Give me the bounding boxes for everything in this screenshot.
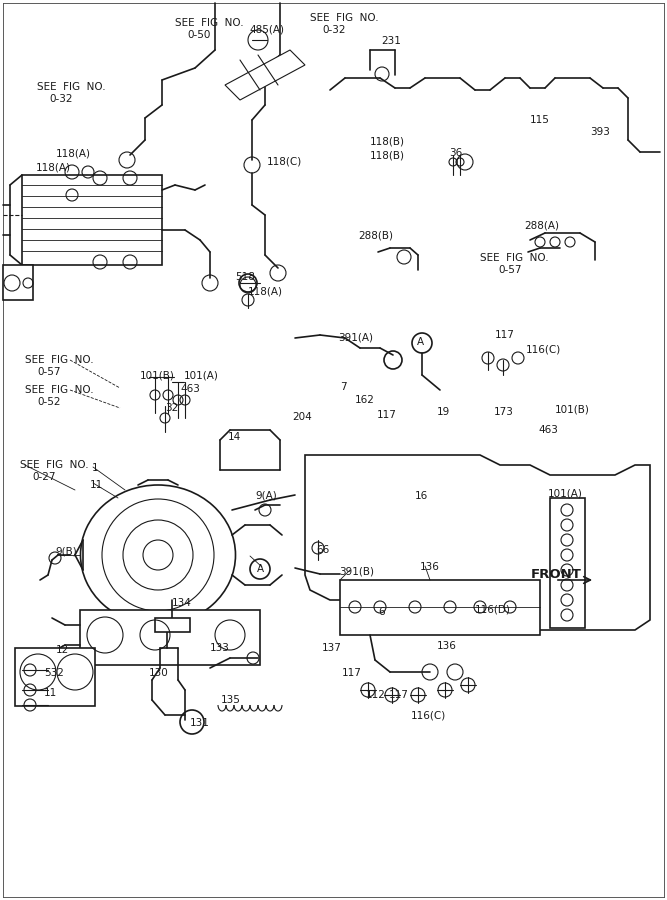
Text: 231: 231 [381, 36, 401, 46]
Text: 14: 14 [228, 432, 241, 442]
Bar [3, 265, 33, 300]
Text: 117: 117 [342, 668, 362, 678]
Text: 116(D): 116(D) [475, 605, 511, 615]
Text: 6: 6 [378, 607, 385, 617]
Text: 0-32: 0-32 [49, 94, 73, 104]
Text: A: A [417, 337, 424, 347]
Text: 134: 134 [172, 598, 192, 608]
Text: 532: 532 [44, 668, 64, 678]
Text: SEE  FIG  NO.: SEE FIG NO. [25, 355, 93, 365]
Text: 19: 19 [437, 407, 450, 417]
Text: SEE  FIG  NO.: SEE FIG NO. [37, 82, 105, 92]
Text: 391(A): 391(A) [338, 332, 373, 342]
Bar [155, 618, 190, 632]
Text: 32: 32 [165, 403, 178, 413]
Text: 118(B): 118(B) [370, 150, 405, 160]
Text: 463: 463 [538, 425, 558, 435]
Text: 0-27: 0-27 [32, 472, 55, 482]
Text: 137: 137 [322, 643, 342, 653]
Text: 112: 112 [366, 690, 386, 700]
Text: 12: 12 [56, 645, 69, 655]
Text: 0-52: 0-52 [37, 397, 61, 407]
Bar [22, 175, 162, 265]
Text: SEE  FIG  NO.: SEE FIG NO. [25, 385, 93, 395]
Text: 101(A): 101(A) [184, 370, 219, 380]
Text: 117: 117 [377, 410, 397, 420]
Text: 0-57: 0-57 [37, 367, 61, 377]
Text: 162: 162 [355, 395, 375, 405]
Text: 66: 66 [316, 545, 329, 555]
Text: 391(B): 391(B) [339, 566, 374, 576]
Text: 393: 393 [590, 127, 610, 137]
Polygon shape [305, 455, 650, 630]
Text: 118(A): 118(A) [248, 286, 283, 296]
Text: 204: 204 [292, 412, 311, 422]
Bar [550, 498, 585, 628]
Text: 0-57: 0-57 [498, 265, 522, 275]
Text: 288(A): 288(A) [524, 220, 559, 230]
Text: 101(A): 101(A) [548, 489, 583, 499]
Text: 136: 136 [437, 641, 457, 651]
Text: 485(A): 485(A) [249, 25, 284, 35]
Text: 11: 11 [44, 688, 57, 698]
Text: 7: 7 [340, 382, 347, 392]
Text: FRONT: FRONT [531, 568, 582, 581]
Text: 11: 11 [90, 480, 103, 490]
Text: 118(C): 118(C) [267, 157, 302, 167]
Text: 101(B): 101(B) [140, 370, 175, 380]
Text: 133: 133 [210, 643, 230, 653]
Bar [340, 580, 540, 635]
Text: 131: 131 [190, 718, 210, 728]
Text: 117: 117 [495, 330, 515, 340]
Text: 288(B): 288(B) [358, 231, 393, 241]
Text: 16: 16 [415, 491, 428, 501]
Text: SEE  FIG  NO.: SEE FIG NO. [480, 253, 549, 263]
Text: 9(B): 9(B) [55, 546, 77, 556]
Text: 136: 136 [420, 562, 440, 572]
Text: SEE  FIG  NO.: SEE FIG NO. [310, 13, 379, 23]
Text: 9(A): 9(A) [255, 490, 277, 500]
Text: 118(A): 118(A) [56, 148, 91, 158]
Text: 518: 518 [235, 272, 255, 282]
Polygon shape [225, 50, 305, 100]
Text: 117: 117 [389, 690, 409, 700]
Text: 135: 135 [221, 695, 241, 705]
Text: A: A [257, 564, 264, 574]
Text: SEE  FIG  NO.: SEE FIG NO. [175, 18, 243, 28]
Text: 115: 115 [530, 115, 550, 125]
Text: 116(C): 116(C) [526, 344, 561, 354]
Text: 118(A): 118(A) [36, 162, 71, 172]
Text: 463: 463 [180, 384, 200, 394]
Text: 130: 130 [149, 668, 169, 678]
Text: 0-50: 0-50 [187, 30, 210, 40]
Text: SEE  FIG  NO.: SEE FIG NO. [20, 460, 89, 470]
Text: 173: 173 [494, 407, 514, 417]
Bar [80, 610, 260, 665]
Text: 101(B): 101(B) [555, 404, 590, 414]
Text: 1: 1 [92, 463, 99, 473]
Text: 36: 36 [449, 148, 462, 158]
Text: 0-32: 0-32 [322, 25, 346, 35]
Text: 116(C): 116(C) [411, 710, 446, 720]
Bar [15, 648, 95, 706]
Text: 118(B): 118(B) [370, 136, 405, 146]
